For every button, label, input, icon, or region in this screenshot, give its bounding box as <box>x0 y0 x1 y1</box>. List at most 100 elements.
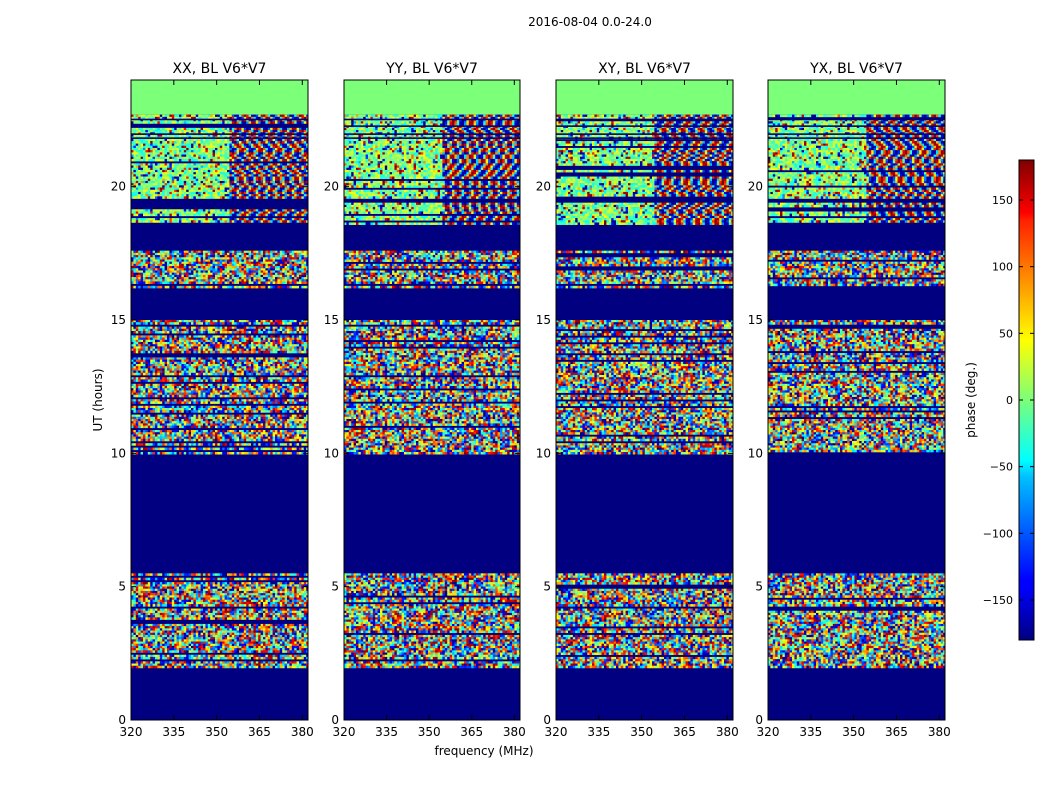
phase-pixel <box>232 371 235 374</box>
phase-pixel <box>189 401 192 404</box>
phase-pixel <box>268 377 271 380</box>
phase-pixel <box>265 384 268 387</box>
phase-pixel <box>210 364 213 367</box>
phase-pixel <box>227 573 230 576</box>
phase-pixel <box>201 322 204 325</box>
phase-pixel <box>215 401 218 404</box>
phase-pixel <box>246 373 249 376</box>
phase-pixel <box>141 379 144 382</box>
phase-pixel <box>268 364 271 367</box>
phase-pixel <box>282 584 285 587</box>
phase-pixel <box>251 593 254 596</box>
phase-pixel <box>234 617 237 620</box>
phase-pixel <box>167 582 170 585</box>
phase-pixel <box>263 611 266 614</box>
phase-pixel <box>167 362 170 365</box>
phase-pixel <box>177 395 180 398</box>
phase-pixel <box>169 602 172 605</box>
phase-pixel <box>141 338 144 341</box>
phase-pixel <box>280 386 283 389</box>
phase-pixel <box>181 338 184 341</box>
phase-pixel <box>217 635 220 638</box>
phase-pixel <box>157 600 160 603</box>
phase-pixel <box>205 320 208 323</box>
phase-pixel <box>143 631 146 634</box>
phase-pixel <box>172 602 175 605</box>
phase-pixel <box>165 401 168 404</box>
phase-pixel <box>294 611 297 614</box>
phase-pixel <box>177 349 180 352</box>
phase-pixel <box>299 628 302 631</box>
phase-pixel <box>162 335 165 338</box>
phase-pixel <box>181 604 184 607</box>
phase-pixel <box>282 573 285 576</box>
phase-pixel <box>155 639 158 642</box>
phase-pixel <box>145 331 148 334</box>
phase-pixel <box>217 368 220 371</box>
phase-pixel <box>160 388 163 391</box>
phase-pixel <box>174 335 177 338</box>
phase-pixel <box>229 628 232 631</box>
phase-pixel <box>294 635 297 638</box>
phase-pixel <box>289 578 292 581</box>
phase-pixel <box>205 637 208 640</box>
phase-pixel <box>172 589 175 592</box>
phase-pixel <box>289 366 292 369</box>
phase-pixel <box>169 604 172 607</box>
phase-pixel <box>237 351 240 354</box>
phase-pixel <box>153 384 156 387</box>
phase-pixel <box>172 386 175 389</box>
phase-pixel <box>258 390 261 393</box>
phase-pixel <box>169 399 172 402</box>
phase-pixel <box>191 357 194 360</box>
phase-pixel <box>222 357 225 360</box>
phase-pixel <box>237 631 240 634</box>
phase-pixel <box>215 399 218 402</box>
phase-pixel <box>237 395 240 398</box>
phase-pixel <box>222 635 225 638</box>
phase-pixel <box>193 346 196 349</box>
phase-pixel <box>246 366 249 369</box>
phase-pixel <box>232 633 235 636</box>
phase-pixel <box>285 637 288 640</box>
phase-pixel <box>289 360 292 363</box>
phase-pixel <box>189 346 192 349</box>
phase-pixel <box>244 384 247 387</box>
phase-pixel <box>289 386 292 389</box>
phase-pixel <box>217 320 220 323</box>
phase-pixel <box>160 351 163 354</box>
phase-pixel <box>265 661 268 664</box>
phase-pixel <box>232 357 235 360</box>
phase-pixel <box>153 644 156 647</box>
phase-pixel <box>244 609 247 612</box>
phase-pixel <box>246 600 249 603</box>
phase-pixel <box>280 604 283 607</box>
phase-pixel <box>174 600 177 603</box>
phase-pixel <box>285 648 288 651</box>
phase-pixel <box>213 666 216 669</box>
phase-pixel <box>167 384 170 387</box>
phase-pixel <box>169 388 172 391</box>
phase-pixel <box>244 360 247 363</box>
phase-pixel <box>220 399 223 402</box>
phase-pixel <box>203 401 206 404</box>
phase-pixel <box>141 661 144 664</box>
phase-pixel <box>186 395 189 398</box>
phase-pixel <box>138 386 141 389</box>
phase-pixel <box>229 664 232 667</box>
phase-pixel <box>258 600 261 603</box>
phase-pixel <box>273 357 276 360</box>
phase-pixel <box>196 613 199 616</box>
phase-pixel <box>275 322 278 325</box>
phase-pixel <box>177 646 180 649</box>
phase-pixel <box>157 379 160 382</box>
phase-pixel <box>227 631 230 634</box>
phase-pixel <box>189 591 192 594</box>
phase-pixel <box>145 648 148 651</box>
phase-pixel <box>227 609 230 612</box>
phase-pixel <box>210 617 213 620</box>
phase-pixel <box>304 379 307 382</box>
phase-pixel <box>225 364 228 367</box>
phase-pixel <box>208 386 211 389</box>
